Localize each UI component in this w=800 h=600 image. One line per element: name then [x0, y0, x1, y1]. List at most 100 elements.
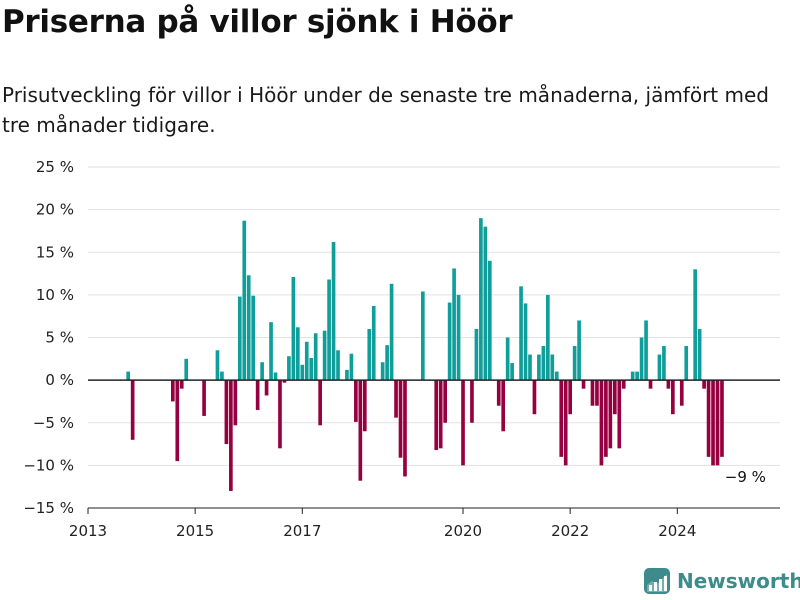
bar: [224, 380, 229, 445]
data-label: −9 %: [725, 468, 766, 486]
chart-title: Priserna på villor sjönk i Höör: [2, 4, 513, 40]
bar-chart: −15 % −10 % −5 % 0 % 5 % 10 % 15 % 20 % 25 % 2013…: [23, 158, 780, 540]
chart-subtitle: Prisutveckling för villor i Höör under d…: [2, 83, 769, 137]
bar: [130, 380, 135, 440]
bar: [322, 330, 327, 381]
y-tick-label: 10 %: [36, 286, 74, 304]
bar: [581, 380, 586, 389]
y-tick-label: 5 %: [45, 329, 74, 347]
bar: [702, 380, 706, 389]
bar: [394, 380, 398, 418]
bar: [345, 369, 349, 381]
bar: [229, 380, 233, 491]
bar: [264, 380, 269, 396]
bar: [362, 380, 367, 432]
bar: [599, 380, 604, 466]
bar: [385, 345, 389, 381]
bar: [403, 380, 407, 477]
bar: [604, 380, 608, 457]
x-tick-label: 2015: [176, 522, 214, 540]
bar: [251, 295, 256, 381]
y-tick-label: −15 %: [23, 499, 74, 517]
bar: [487, 260, 492, 381]
bar: [184, 358, 189, 381]
y-tick-label: 20 %: [36, 201, 74, 219]
bar: [242, 220, 247, 381]
bar: [215, 350, 220, 381]
bar: [563, 380, 568, 466]
bar: [452, 268, 456, 381]
bar: [706, 380, 711, 457]
bar: [237, 296, 242, 381]
grid-lines: [88, 166, 780, 509]
bar: [246, 275, 251, 381]
bar: [532, 380, 537, 415]
bar: [434, 380, 439, 451]
bar: [590, 380, 595, 406]
bar: [612, 380, 617, 415]
bar: [546, 294, 550, 381]
newsworthy-logo-icon: [644, 568, 670, 594]
bar: [296, 327, 300, 381]
bar: [278, 380, 282, 449]
bar: [479, 218, 483, 381]
axes: [87, 379, 780, 514]
bar: [505, 337, 510, 381]
bar: [438, 380, 443, 449]
bar: [354, 380, 358, 422]
bar: [577, 320, 581, 381]
bar: [309, 357, 314, 381]
bar: [470, 380, 474, 423]
x-tick-label: 2022: [551, 522, 589, 540]
bar: [568, 380, 572, 415]
bar: [657, 354, 662, 381]
bar: [327, 279, 331, 381]
bar: [126, 371, 131, 381]
bar: [313, 333, 318, 381]
bar: [331, 242, 336, 381]
x-tick-label: 2024: [658, 522, 696, 540]
y-tick-label: 0 %: [45, 371, 74, 389]
bar: [380, 362, 385, 381]
bar: [496, 380, 501, 406]
bar: [662, 346, 666, 381]
bar: [175, 380, 180, 462]
bar: [595, 380, 599, 406]
y-tick-label: 25 %: [36, 158, 74, 176]
bar: [711, 380, 715, 466]
bar: [255, 380, 260, 410]
bar: [282, 380, 287, 383]
bar: [287, 356, 291, 381]
bar: [679, 380, 684, 406]
bar: [684, 346, 689, 381]
bar: [220, 371, 224, 381]
bar: [461, 380, 465, 466]
bar: [697, 328, 702, 381]
bar: [483, 226, 488, 381]
bar: [635, 371, 639, 381]
bar: [371, 305, 376, 381]
bar: [501, 380, 506, 432]
bar: [304, 341, 309, 381]
bar: [233, 380, 238, 426]
bar: [170, 380, 175, 402]
bar: [528, 354, 532, 381]
bar: [541, 346, 546, 381]
bars: [126, 218, 724, 491]
bar: [456, 294, 461, 381]
bar: [291, 276, 296, 381]
bar: [608, 380, 613, 449]
tick-labels: −15 % −10 % −5 % 0 % 5 % 10 % 15 % 20 % 25 % 2013…: [23, 158, 766, 540]
bar: [617, 380, 622, 449]
bar: [367, 328, 372, 381]
bar: [269, 322, 273, 381]
bar: [349, 353, 354, 381]
bar: [358, 380, 363, 481]
bar: [389, 283, 394, 381]
y-tick-label: −10 %: [23, 456, 74, 474]
bar: [336, 350, 340, 381]
x-tick-label: 2017: [283, 522, 321, 540]
bar: [318, 380, 322, 426]
y-tick-label: 15 %: [36, 243, 74, 261]
bar: [179, 380, 184, 389]
